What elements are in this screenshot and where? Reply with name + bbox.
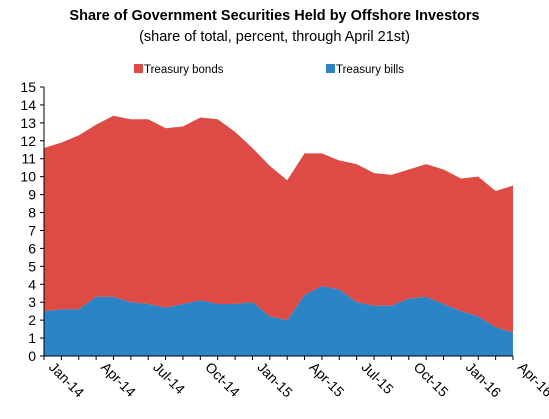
- y-tick-label: 13: [20, 115, 36, 131]
- legend-swatch-treasury-bonds: [134, 64, 143, 73]
- x-tick-label: Jan-14: [46, 359, 88, 401]
- legend: Treasury bonds Treasury bills: [134, 64, 404, 76]
- y-tick-label: 4: [28, 276, 36, 292]
- y-tick-label: 9: [28, 187, 36, 203]
- y-tick-label: 7: [28, 222, 36, 238]
- x-tick-label: Jul-15: [359, 359, 397, 397]
- y-tick-label: 3: [28, 294, 36, 310]
- x-tick-label: Apr-16: [515, 359, 549, 400]
- legend-label-treasury-bills: Treasury bills: [336, 64, 404, 76]
- x-tick-label: Apr-15: [306, 359, 347, 400]
- x-tick-label: Oct-15: [411, 359, 452, 400]
- y-tick-label: 2: [28, 312, 36, 328]
- y-tick-label: 8: [28, 205, 36, 221]
- y-tick-label: 6: [28, 240, 36, 256]
- chart-subtitle: (share of total, percent, through April …: [139, 29, 410, 45]
- plot-areas: [44, 115, 513, 356]
- legend-swatch-treasury-bills: [326, 64, 335, 73]
- y-tick-label: 1: [28, 330, 36, 346]
- y-tick-label: 5: [28, 258, 36, 274]
- x-tick-label: Oct-14: [202, 359, 243, 400]
- legend-label-treasury-bonds: Treasury bonds: [144, 64, 224, 76]
- y-tick-label: 0: [28, 348, 36, 364]
- x-tick-label: Jan-16: [463, 359, 505, 401]
- y-tick-label: 14: [20, 97, 36, 113]
- chart-title: Share of Government Securities Held by O…: [69, 8, 480, 24]
- x-tick-label: Apr-14: [98, 359, 139, 400]
- y-tick-label: 11: [21, 151, 36, 167]
- x-tick-label: Jan-15: [254, 359, 296, 401]
- series-area-treasury-bonds: [44, 115, 513, 333]
- x-tick-label: Jul-14: [150, 359, 188, 397]
- y-tick-label: 15: [20, 79, 36, 95]
- series-area-treasury-bills: [44, 286, 513, 356]
- y-tick-label: 12: [20, 133, 36, 149]
- x-axis: Jan-14 Apr-14 Jul-14 Oct-14 Jan-15 Apr-15 Jul-…: [43, 355, 549, 401]
- y-tick-label: 10: [20, 169, 36, 185]
